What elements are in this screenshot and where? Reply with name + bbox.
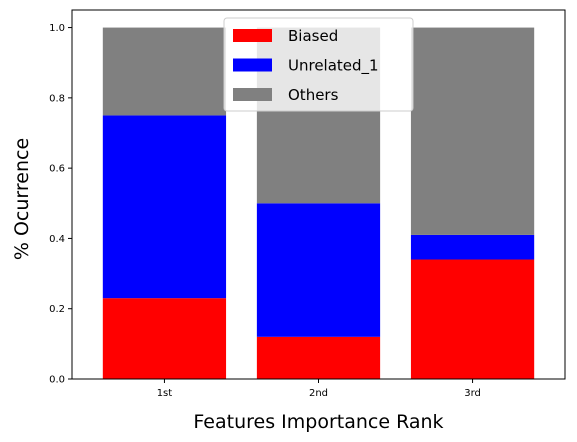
x-tick-label: 1st	[157, 388, 173, 399]
x-tick-label: 2nd	[309, 388, 328, 399]
bar-1st-biased	[102, 298, 227, 379]
bar-2nd-biased	[256, 336, 381, 379]
bar-3rd-unrelated-1	[410, 234, 535, 260]
bar-1st-unrelated-1	[102, 115, 227, 299]
legend-swatch	[233, 88, 272, 101]
axes-group: 0.0 0.2 0.4 0.6 0.8 1.0 1st 2nd 3rd	[49, 9, 566, 399]
legend: Biased Unrelated_1 Others	[223, 17, 414, 112]
bars-group	[102, 27, 535, 379]
y-axis-title: % Ocurrence	[11, 138, 33, 260]
y-tick-label: 0.0	[49, 375, 65, 386]
bar-1st-others	[102, 27, 227, 116]
legend-swatch	[233, 29, 272, 42]
bar-3rd-others	[410, 27, 535, 235]
y-tick-label: 0.6	[49, 164, 65, 175]
x-tick-label: 3rd	[464, 388, 481, 399]
y-tick-label: 0.8	[49, 93, 65, 104]
y-tick-label: 1.0	[49, 23, 65, 34]
bar-2nd-unrelated-1	[256, 203, 381, 337]
legend-label: Biased	[288, 27, 338, 45]
legend-label: Others	[288, 86, 339, 104]
legend-swatch	[233, 58, 272, 72]
y-tick-label: 0.4	[49, 234, 65, 245]
y-tick-label: 0.2	[49, 304, 65, 315]
bar-3rd-biased	[410, 259, 535, 379]
x-axis-title: Features Importance Rank	[193, 411, 443, 433]
legend-label: Unrelated_1	[288, 57, 379, 76]
